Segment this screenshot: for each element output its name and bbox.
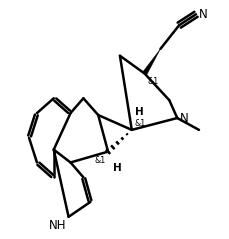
Text: N: N	[198, 8, 207, 21]
Text: NH: NH	[49, 219, 66, 232]
Text: &1: &1	[147, 76, 158, 86]
Text: N: N	[179, 112, 188, 125]
Text: &1: &1	[94, 156, 106, 165]
Text: H: H	[135, 107, 143, 117]
Polygon shape	[142, 49, 160, 75]
Text: H: H	[112, 163, 121, 174]
Text: &1: &1	[134, 119, 145, 128]
